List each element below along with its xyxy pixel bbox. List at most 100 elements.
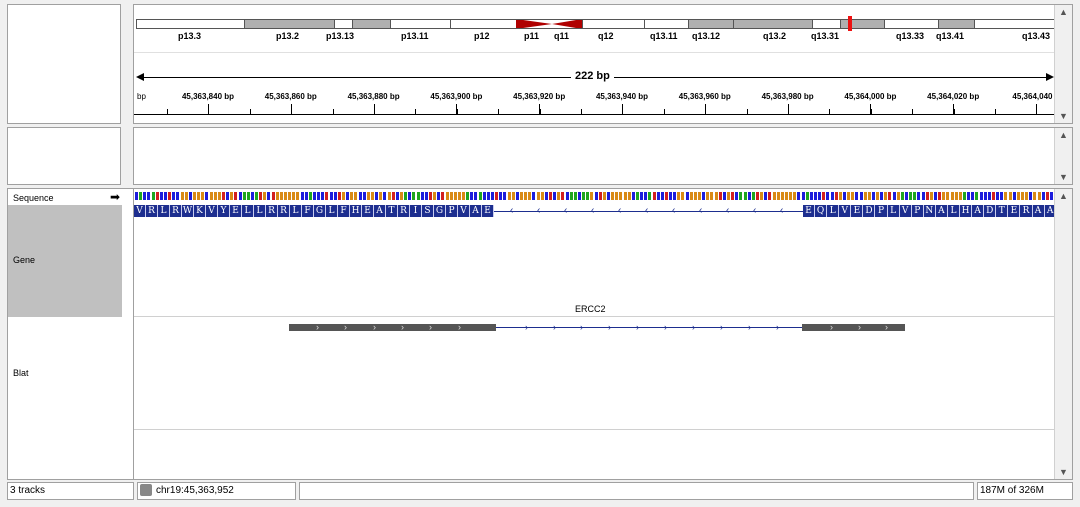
base-call: [143, 192, 147, 200]
base-call: [925, 192, 929, 200]
amino-acid-cell: D: [984, 205, 997, 217]
scroll-down-icon[interactable]: ▼: [1059, 467, 1068, 477]
base-call: [793, 192, 797, 200]
base-call: [822, 192, 826, 200]
base-call: [1037, 192, 1041, 200]
base-call: [772, 192, 776, 200]
current-locus-marker[interactable]: [848, 16, 852, 31]
span-label: 222 bp: [571, 70, 614, 82]
scroll-down-icon[interactable]: ▼: [1059, 172, 1068, 182]
base-call: [826, 192, 830, 200]
gene-name-label: ERCC2: [575, 304, 606, 314]
ruler-tick-label: 45,363,860 bp: [264, 92, 317, 101]
base-call: [503, 192, 507, 200]
base-call: [395, 192, 399, 200]
base-call: [151, 192, 155, 200]
base-call: [871, 192, 875, 200]
blat-track-name[interactable]: Blat: [8, 319, 133, 431]
strand-arrow-icon: ›: [580, 322, 583, 332]
base-call: [296, 192, 300, 200]
ideogram-outline: [136, 19, 1056, 29]
ruler-minor-tick: [456, 109, 458, 114]
amino-acid-cell: A: [1032, 205, 1045, 217]
base-call: [880, 192, 884, 200]
sequence-track-name[interactable]: Sequence ➡: [8, 189, 133, 204]
base-call: [615, 192, 619, 200]
amino-acid-track[interactable]: V R L R W K V Y E L L R R L F G L F H E A T R I S G P V A E ‹ ‹ ‹ ‹ ‹ ‹ ‹ ‹ ‹ ‹…: [134, 205, 1057, 219]
ruler-tick-label: 45,364,000 bp: [844, 92, 897, 101]
amino-acid-cell: E: [230, 205, 242, 217]
base-call: [408, 192, 412, 200]
base-call: [1045, 192, 1049, 200]
base-call: [1029, 192, 1033, 200]
gene-model-ercc2[interactable]: › › › › › › › › › › › › › › › › › › ›: [134, 321, 1054, 335]
amino-acid-cell: Q: [815, 205, 828, 217]
base-call: [329, 192, 333, 200]
strand-arrow-icon[interactable]: ➡: [110, 190, 121, 204]
strand-arrow-icon: ›: [553, 322, 556, 332]
base-call: [656, 192, 660, 200]
status-bar: 3 tracks chr19:45,363,952 187M of 326M: [0, 480, 1080, 507]
base-call: [917, 192, 921, 200]
intron-arrow-icon: ‹: [753, 205, 757, 216]
scroll-up-icon[interactable]: ▲: [1059, 191, 1068, 201]
span-arrow-right-icon: [1046, 73, 1054, 81]
feature-scrollbar[interactable]: ▲ ▼: [1054, 189, 1072, 479]
base-call: [681, 192, 685, 200]
base-call: [524, 192, 528, 200]
base-call: [375, 192, 379, 200]
amino-acid-cell: H: [960, 205, 973, 217]
band-label: p13.2: [276, 31, 300, 41]
base-call: [718, 192, 722, 200]
base-call: [474, 192, 478, 200]
base-call: [905, 192, 909, 200]
ruler-minor-tick: [539, 109, 541, 114]
base-call: [201, 192, 205, 200]
exon-block[interactable]: [289, 324, 496, 331]
base-call: [727, 192, 731, 200]
gene-track-name[interactable]: Gene: [8, 205, 122, 317]
feature-data-panel: V R L R W K V Y E L L R R L F G L F H E A T R I S G P V A E ‹ ‹ ‹ ‹ ‹ ‹ ‹ ‹ ‹ ‹…: [133, 188, 1073, 480]
base-call: [370, 192, 374, 200]
track-divider: [134, 429, 1054, 430]
base-call: [764, 192, 768, 200]
base-call: [685, 192, 689, 200]
base-call: [975, 192, 979, 200]
scroll-up-icon[interactable]: ▲: [1059, 130, 1068, 140]
band-label: q13.41: [936, 31, 965, 41]
amino-acid-cell: W: [182, 205, 194, 217]
sequence-track[interactable]: [135, 192, 1053, 201]
base-call: [304, 192, 308, 200]
base-call: [1004, 192, 1008, 200]
ruler-minor-tick: [912, 109, 914, 114]
amino-acid-cell: R: [1020, 205, 1033, 217]
base-call: [627, 192, 631, 200]
amino-acid-cell: P: [911, 205, 924, 217]
base-call: [996, 192, 1000, 200]
base-call: [1025, 192, 1029, 200]
intron-line: [496, 327, 802, 328]
base-call: [979, 192, 983, 200]
ruler[interactable]: 45,363,840 bp 45,363,860 bp 45,363,880 bp 4…: [134, 92, 1060, 122]
amino-acid-cell: V: [206, 205, 218, 217]
base-call: [648, 192, 652, 200]
base-call: [586, 192, 590, 200]
amino-acid-cell: L: [887, 205, 900, 217]
base-call: [470, 192, 474, 200]
base-call: [163, 192, 167, 200]
base-call: [255, 192, 259, 200]
header-scrollbar[interactable]: ▲ ▼: [1054, 5, 1072, 123]
base-call: [660, 192, 664, 200]
data-scrollbar[interactable]: ▲ ▼: [1054, 128, 1072, 184]
amino-acid-cell: R: [398, 205, 410, 217]
scroll-down-icon[interactable]: ▼: [1059, 111, 1068, 121]
amino-acid-cell: A: [972, 205, 985, 217]
gene-label: Gene: [13, 255, 36, 265]
scroll-up-icon[interactable]: ▲: [1059, 7, 1068, 17]
ruler-left-label: bp: [137, 92, 146, 101]
exon-block[interactable]: [802, 324, 905, 331]
ruler-minor-tick: [1036, 109, 1038, 114]
base-call: [507, 192, 511, 200]
base-call: [387, 192, 391, 200]
chromosome-ideogram[interactable]: p13.3 p13.2 p13.13 p13.11 p12 p11 q11 q12 q13.11…: [136, 16, 1056, 43]
